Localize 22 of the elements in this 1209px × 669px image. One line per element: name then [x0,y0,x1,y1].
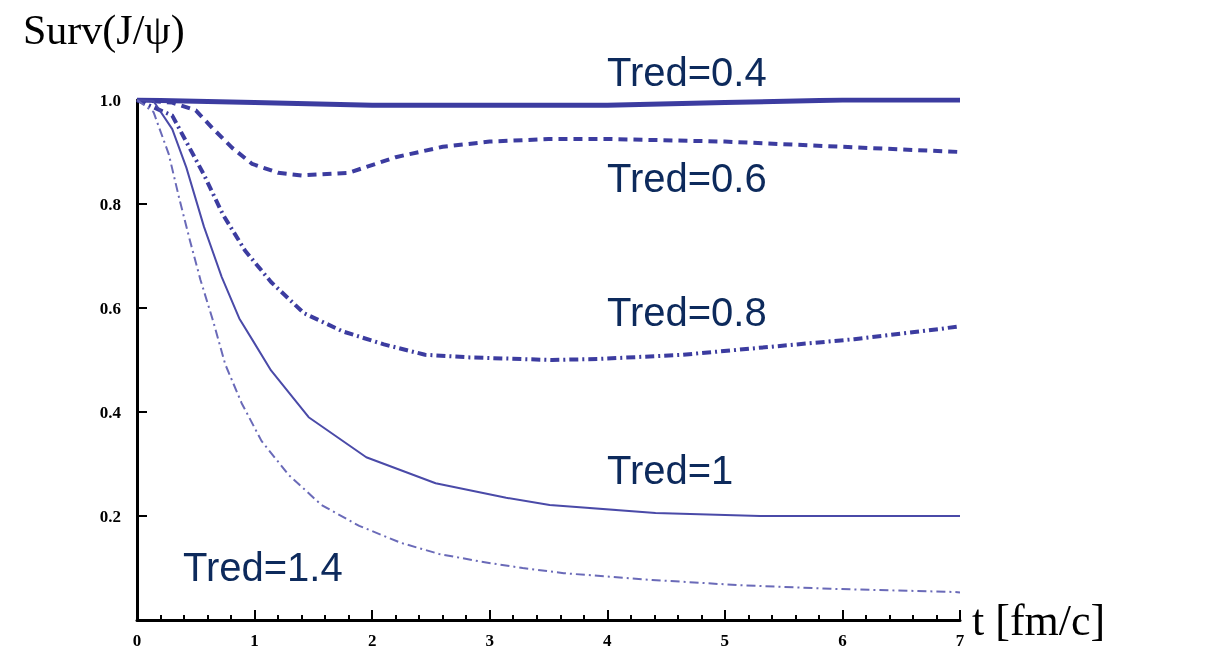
x-tick-label: 7 [955,631,965,650]
series-label: Tred=0.6 [607,156,767,200]
x-tick-label: 3 [485,631,494,650]
series-label: Tred=1 [607,448,734,492]
y-tick-label: 0.8 [99,194,121,214]
x-tick-label: 1 [250,631,259,650]
series-label: Tred=1.4 [183,545,343,589]
y-tick-label: 0.4 [99,402,122,422]
x-tick-label: 2 [367,631,377,650]
series-label: Tred=0.4 [607,50,767,94]
x-tick-label: 0 [132,631,142,650]
y-tick-label: 0.6 [99,298,121,318]
line-series [136,99,961,517]
x-tick-label: 4 [603,631,613,650]
x-tick-label: 5 [720,631,730,650]
chart-title: Surv(J/ψ) [23,7,185,54]
y-tick-label: 0.2 [99,506,121,526]
x-tick-label: 6 [838,631,847,650]
y-tick-label: 1.0 [99,90,121,110]
x-axis-title: t [fm/c] [972,595,1106,645]
line-series [136,99,961,594]
series-label: Tred=0.8 [607,290,767,334]
